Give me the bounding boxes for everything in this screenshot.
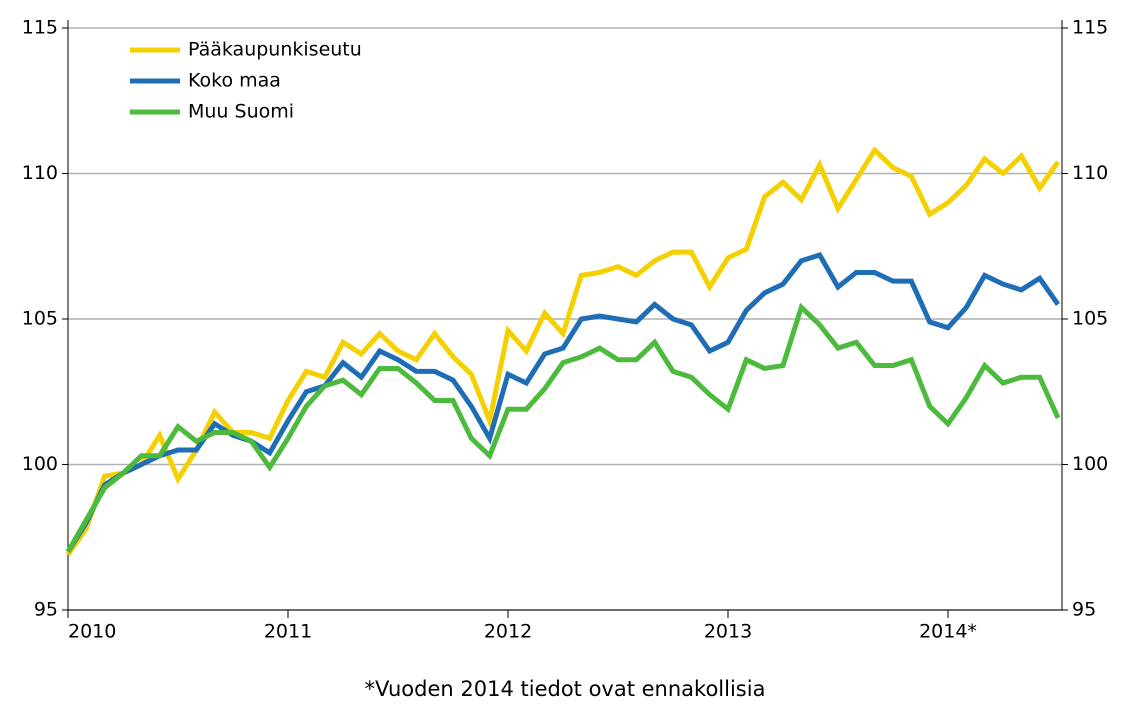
y-tick-label: 110: [22, 162, 58, 184]
series-line: [65, 146, 1061, 557]
x-tick-label: 2010: [68, 621, 116, 643]
y-tick-label: 115: [22, 17, 58, 39]
x-tick-label: 2013: [704, 621, 752, 643]
y2-tick-label: 105: [1072, 308, 1108, 330]
y-tick-label: 100: [22, 453, 58, 475]
legend-label: Muu Suomi: [188, 101, 294, 123]
x-tick-label: 2014*: [919, 621, 977, 643]
y2-tick-label: 110: [1072, 162, 1108, 184]
legend-label: Pääkaupunkiseutu: [188, 39, 362, 61]
y-tick-label: 105: [22, 308, 58, 330]
y2-tick-label: 95: [1072, 599, 1096, 621]
x-tick-label: 2011: [264, 621, 312, 643]
footnote: *Vuoden 2014 tiedot ovat ennakollisia: [365, 677, 766, 701]
y2-tick-label: 115: [1072, 17, 1108, 39]
x-tick-label: 2012: [484, 621, 532, 643]
y2-tick-label: 100: [1072, 453, 1108, 475]
y-tick-label: 95: [34, 599, 58, 621]
series-line: [65, 302, 1061, 554]
series-line: [65, 251, 1061, 554]
legend-label: Koko maa: [188, 70, 281, 92]
